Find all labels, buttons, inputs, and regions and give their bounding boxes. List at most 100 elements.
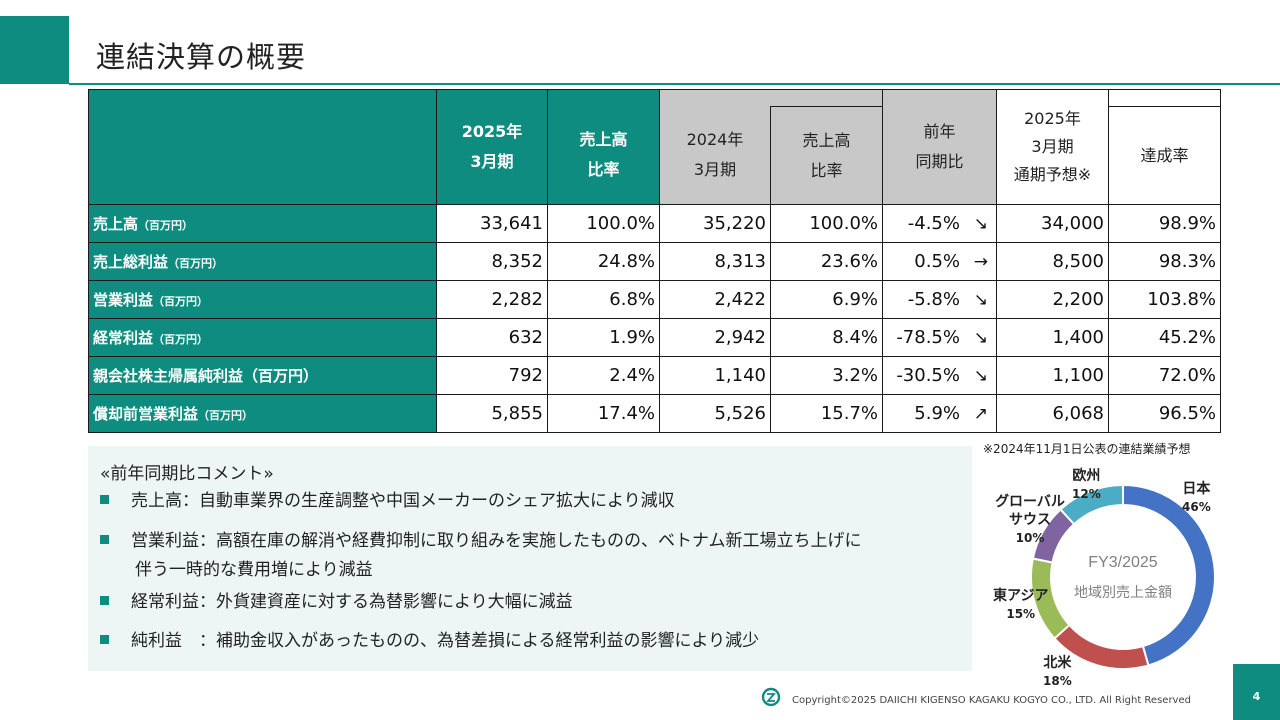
row-label: 営業利益（百万円） [88,280,437,319]
header-yoy: 前年 同期比 [882,89,997,205]
header-teal-top [547,89,660,107]
chart-value-label: 15% [1006,607,1036,621]
yoy-value: -5.8% [907,289,960,310]
header-white-top [1108,89,1221,107]
comment-item: 純利益 ：補助金収入があったものの、為替差損による経常利益の影響により減少 [100,627,759,656]
comment-item: 売上高：自動車業界の生産調整や中国メーカーのシェア拡大により減収 [100,487,675,516]
row-label: 償却前営業利益（百万円） [88,394,437,433]
fy2025-ratio: 100.0% [547,204,660,243]
comment-line: 売上高：自動車業界の生産調整や中国メーカーのシェア拡大により減収 [131,491,675,511]
forecast-value: 6,068 [996,394,1109,433]
comment-line: 純利益 ：補助金収入があったものの、為替差損による経常利益の影響により減少 [131,631,760,651]
comment-heading: «前年同期比コメント» [100,464,274,484]
chart-label-east-asia: 東アジア 15% [993,587,1048,623]
yoy-change: -78.5% ↘ [882,318,997,357]
fy2024-value: 35,220 [659,204,771,243]
yoy-value: 5.9% [914,403,960,424]
table-row: 償却前営業利益（百万円） 5,855 17.4% 5,526 15.7% 5.9% ↗ 6,0… [88,394,1221,433]
fy2025-ratio: 17.4% [547,394,660,433]
header-achievement: 達成率 [1108,106,1221,205]
bullet-square-icon [100,595,109,605]
yoy-change: -4.5% ↘ [882,204,997,243]
fy2024-ratio: 23.6% [770,242,883,281]
trend-arrow-icon: ↘ [973,289,988,310]
chart-label-europe: 欧州 12% [1072,467,1101,503]
fy2024-value: 8,313 [659,242,771,281]
fy2025-value: 5,855 [436,394,548,433]
yoy-change: 5.9% ↗ [882,394,997,433]
comment-item: 営業利益：高額在庫の解消や経費抑制に取り組みを実施したものの、ベトナム新工場立ち… [100,527,862,585]
header-fy2024-period: 3月期 [693,160,737,180]
row-label: 売上総利益（百万円） [88,242,437,281]
fy2024-value: 2,422 [659,280,771,319]
yoy-change: -5.8% ↘ [882,280,997,319]
page-number: 4 [1252,690,1261,703]
header-fy2025: 2025年 3月期 [436,89,548,205]
fy2024-ratio: 8.4% [770,318,883,357]
chart-category-label: 東アジア [993,588,1049,604]
fy2025-value: 632 [436,318,548,357]
achievement-rate: 96.5% [1108,394,1221,433]
header-forecast-note: 通期予想※ [1013,165,1092,184]
company-logo-icon [761,687,781,707]
header-fy2024-year: 2024年 [686,130,744,150]
chart-value-label: 10% [1015,531,1045,545]
chart-category-label: 北米 [1043,655,1072,671]
fy2024-value: 2,942 [659,318,771,357]
forecast-value: 34,000 [996,204,1109,243]
trend-arrow-icon: → [973,251,988,272]
bullet-square-icon [100,534,109,544]
regional-sales-donut-chart: FY3/2025 地域別売上金額 [1030,483,1216,670]
header-forecast: 2025年 3月期 通期予想※ [996,89,1109,205]
donut-slice-4 [1059,483,1124,526]
copyright-text: Copyright©2025 DAIICHI KIGENSO KAGAKU KO… [792,695,1191,706]
fy2024-ratio: 100.0% [770,204,883,243]
table-row: 営業利益（百万円） 2,282 6.8% 2,422 6.9% -5.8% ↘ 2,200 10… [88,280,1221,319]
forecast-value: 1,100 [996,356,1109,395]
fy2025-value: 792 [436,356,548,395]
comment-line: 営業利益：高額在庫の解消や経費抑制に取り組みを実施したものの、ベトナム新工場立ち… [131,531,862,551]
header-blank [88,89,437,205]
header-fy2024-ratio: 売上高 比率 [770,106,883,205]
table-row: 売上高（百万円） 33,641 100.0% 35,220 100.0% -4.5% ↘ 34… [88,204,1221,243]
header-fy2025-period: 3月期 [470,152,514,171]
page-title: 連結決算の概要 [96,40,307,74]
title-divider [69,83,1280,85]
chart-value-label: 46% [1182,500,1211,514]
row-label: 売上高（百万円） [88,204,437,243]
chart-label-north-america: 北米 18% [1043,654,1072,690]
yoy-change: 0.5% → [882,242,997,281]
fy2024-ratio: 6.9% [770,280,883,319]
fy2024-value: 1,140 [659,356,771,395]
header-fy2025-ratio-line2: 比率 [587,160,620,180]
achievement-rate: 45.2% [1108,318,1221,357]
yoy-value: -78.5% [896,327,960,348]
corner-accent-block [0,16,69,84]
header-fy2025-ratio-line1: 売上高 [579,130,628,150]
fy2024-value: 5,526 [659,394,771,433]
comment-line: 経常利益：外貨建資産に対する為替影響により大幅に減益 [131,592,573,612]
bullet-square-icon [100,494,109,504]
results-table: 2025年 3月期 前年 同期比 2025年 3月期 通期予想※ 売上高 比率 … [88,89,1221,433]
yoy-value: -4.5% [907,213,960,234]
header-forecast-period: 3月期 [1031,137,1074,156]
fy2024-ratio: 3.2% [770,356,883,395]
header-yoy-line1: 前年 [923,122,956,141]
trend-arrow-icon: ↘ [973,213,988,234]
fy2025-ratio: 24.8% [547,242,660,281]
yoy-value: 0.5% [914,251,960,272]
chart-category-label: 欧州 [1072,468,1101,484]
chart-subtitle: 地域別売上金額 [1074,585,1172,601]
header-fy2025-year: 2025年 [461,122,523,141]
achievement-rate: 98.9% [1108,204,1221,243]
header-forecast-year: 2025年 [1024,109,1081,128]
fy2025-ratio: 2.4% [547,356,660,395]
fy2025-value: 33,641 [436,204,548,243]
yoy-change: -30.5% ↘ [882,356,997,395]
forecast-value: 8,500 [996,242,1109,281]
yoy-value: -30.5% [896,365,960,386]
table-row: 売上総利益（百万円） 8,352 24.8% 8,313 23.6% 0.5% → 8,500… [88,242,1221,281]
fy2025-ratio: 1.9% [547,318,660,357]
comment-item: 経常利益：外貨建資産に対する為替影響により大幅に減益 [100,588,573,617]
row-label: 親会社株主帰属純利益（百万円） [88,356,437,395]
